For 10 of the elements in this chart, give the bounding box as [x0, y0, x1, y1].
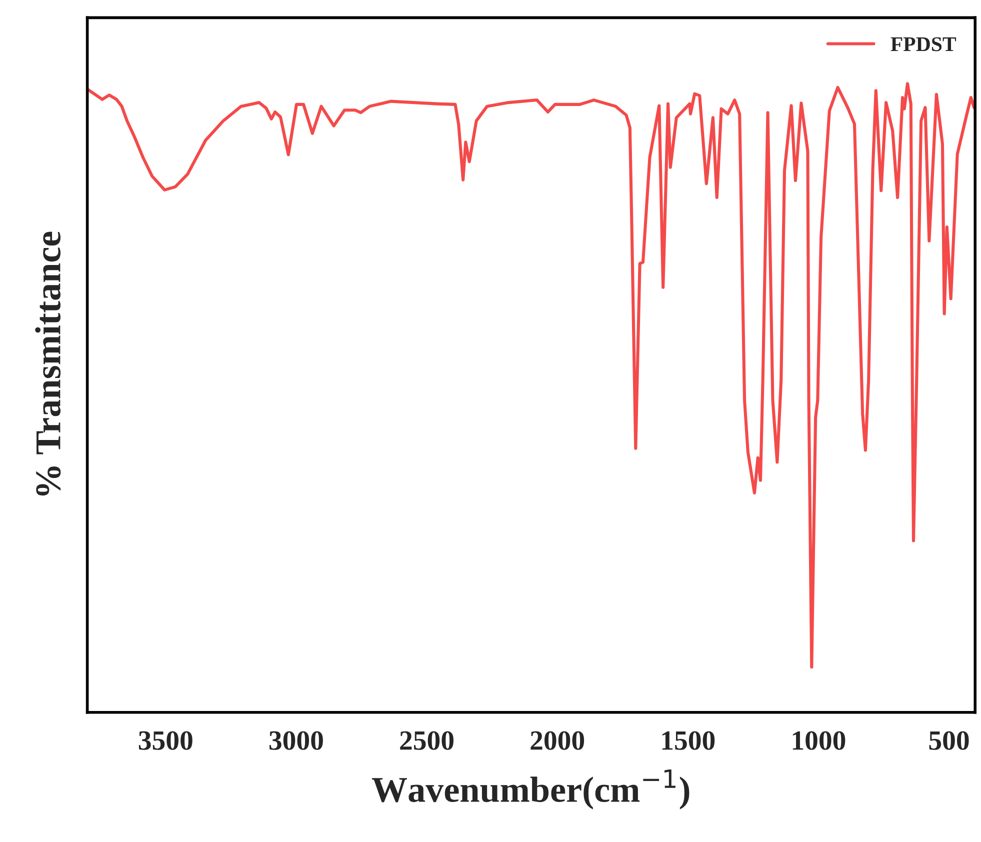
x-tick-label: 3500 — [138, 731, 192, 750]
y-axis-title: % Transmittance — [35, 232, 61, 496]
x-tick-label: 1500 — [662, 731, 715, 750]
x-tick-label: 500 — [929, 731, 969, 750]
x-tick-label: 2000 — [530, 731, 584, 750]
legend-label: FPDST — [890, 37, 956, 52]
x-tick-label: 1000 — [792, 731, 846, 750]
x-tick-label: 2500 — [400, 731, 454, 750]
x-axis-title: Wavenumber(cm$^{−1}$) — [372, 769, 690, 810]
x-tick-label: 3000 — [269, 731, 323, 750]
